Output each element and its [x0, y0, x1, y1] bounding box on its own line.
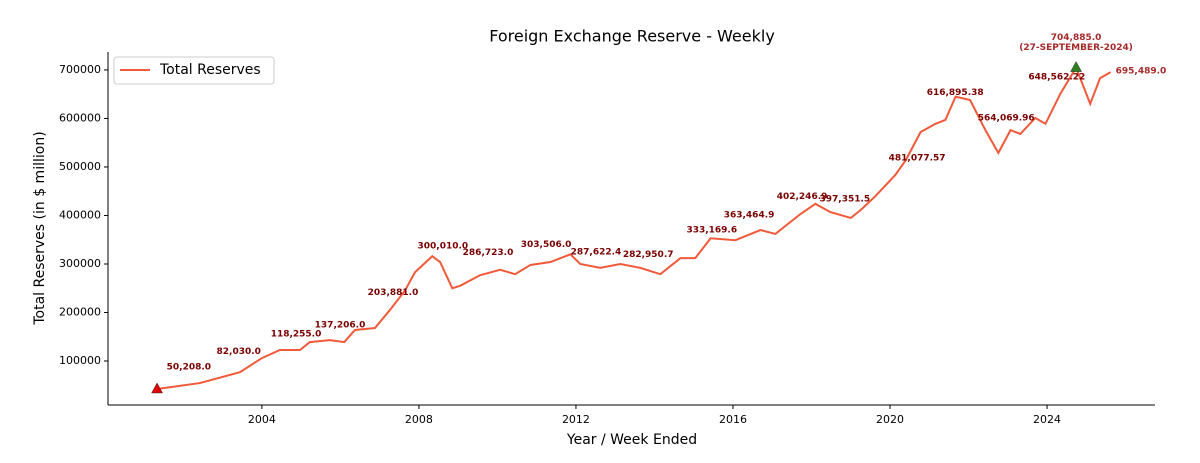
y-tick-label: 500000	[59, 160, 101, 173]
annotation: 481,077.57	[889, 154, 946, 164]
annotation: 333,169.6	[686, 225, 737, 235]
min-marker	[151, 382, 163, 394]
y-axis-label: Total Reserves (in $ million)	[32, 131, 48, 325]
annotation: 286,723.0	[463, 248, 514, 258]
x-tick-label: 2024	[1033, 413, 1061, 426]
x-axis-label: Year / Week Ended	[566, 432, 697, 448]
annotation: 303,506.0	[521, 240, 572, 250]
annotation: 282,950.7	[623, 250, 674, 260]
annotation: 300,010.0	[418, 241, 469, 251]
annotation: 363,464.9	[724, 211, 775, 221]
last-label: 695,489.0	[1116, 67, 1167, 77]
annotation: 203,881.0	[368, 288, 419, 298]
annotation: 564,069.96	[978, 113, 1035, 123]
y-tick-label: 100000	[59, 354, 101, 367]
x-tick-label: 2008	[405, 413, 433, 426]
y-tick-label: 400000	[59, 208, 101, 221]
annotation: 50,208.0	[167, 363, 211, 373]
max-label: 704,885.0	[1051, 33, 1102, 43]
chart-title: Foreign Exchange Reserve - Weekly	[489, 27, 775, 46]
y-tick-label: 700000	[59, 63, 101, 76]
legend-label: Total Reserves	[159, 62, 261, 78]
annotation: 402,246.9	[777, 192, 828, 202]
annotation: 287,622.4	[571, 247, 622, 257]
annotation: 82,030.0	[217, 347, 261, 357]
x-tick-label: 2012	[562, 413, 590, 426]
max-marker	[1070, 61, 1083, 72]
legend-box	[113, 56, 275, 85]
annotation: 118,255.0	[271, 330, 322, 340]
y-tick-label: 300000	[59, 257, 101, 270]
y-tick-label: 200000	[59, 305, 101, 318]
annotation: 616,895.38	[927, 88, 984, 98]
x-tick-label: 2016	[719, 413, 747, 426]
annotation: 397,351.5	[820, 194, 871, 204]
x-tick-label: 2020	[876, 413, 904, 426]
annotation: 648,562.22	[1028, 72, 1085, 82]
line-series	[156, 65, 1112, 390]
max-date: (27-SEPTEMBER-2024)	[1019, 43, 1133, 53]
y-tick-label: 600000	[59, 111, 101, 124]
x-tick-label: 2004	[248, 413, 276, 426]
annotation: 137,206.0	[315, 320, 366, 330]
